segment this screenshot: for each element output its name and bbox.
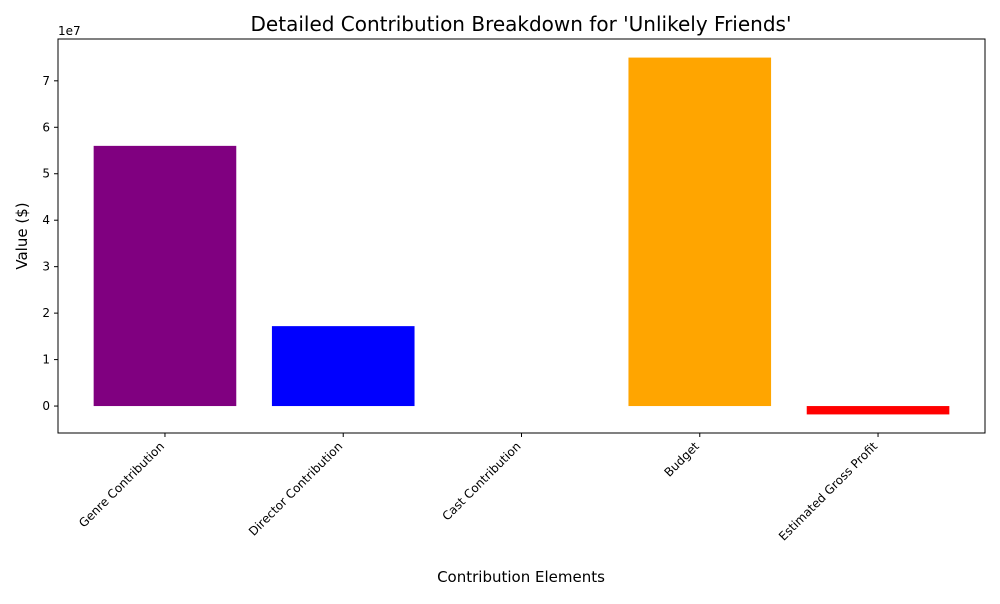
bar-director-contribution bbox=[271, 326, 415, 407]
x-tick-label: Director Contribution bbox=[246, 439, 345, 538]
bars-group bbox=[93, 57, 950, 415]
bar-budget bbox=[628, 57, 772, 407]
y-tick-label: 5 bbox=[42, 167, 50, 181]
bar-genre-contribution bbox=[93, 145, 237, 407]
plot-frame bbox=[57, 38, 986, 434]
x-tick-label: Cast Contribution bbox=[439, 439, 523, 523]
x-tick-label: Estimated Gross Profit bbox=[776, 439, 880, 543]
bar-estimated-gross-profit bbox=[806, 406, 950, 415]
y-axis-ticks: 0 1 2 3 4 5 6 7 bbox=[42, 74, 58, 413]
y-tick-label: 3 bbox=[42, 260, 50, 274]
y-tick-label: 6 bbox=[42, 120, 50, 134]
y-tick-label: 2 bbox=[42, 306, 50, 320]
x-tick-label: Genre Contribution bbox=[76, 439, 167, 530]
chart-title: Detailed Contribution Breakdown for 'Unl… bbox=[251, 12, 792, 36]
y-tick-label: 1 bbox=[42, 353, 50, 367]
y-axis-offset-label: 1e7 bbox=[58, 24, 81, 38]
y-tick-label: 4 bbox=[42, 213, 50, 227]
x-axis-label: Contribution Elements bbox=[437, 568, 605, 586]
x-axis-ticks: Genre Contribution Director Contribution C… bbox=[76, 433, 880, 543]
x-tick-label: Budget bbox=[661, 439, 702, 480]
y-tick-label: 7 bbox=[42, 74, 50, 88]
y-tick-label: 0 bbox=[42, 399, 50, 413]
y-axis-label: Value ($) bbox=[13, 202, 31, 269]
